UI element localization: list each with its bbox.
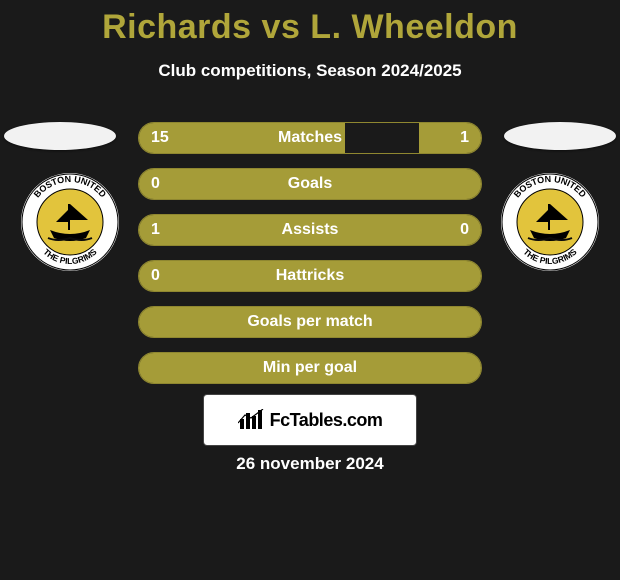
- fctables-icon: [238, 409, 264, 431]
- page-subtitle: Club competitions, Season 2024/2025: [0, 61, 620, 81]
- stat-value-left: 1: [151, 215, 160, 245]
- source-badge: FcTables.com: [203, 394, 417, 446]
- stat-row: Goals0: [138, 168, 482, 200]
- stat-label: Hattricks: [139, 261, 481, 291]
- stat-label: Matches: [139, 123, 481, 153]
- club-badge-right: BOSTON UNITED THE PILGRIMS: [500, 172, 600, 272]
- stats-container: Matches151Goals0Assists10Hattricks0Goals…: [138, 122, 482, 398]
- stat-row: Goals per match: [138, 306, 482, 338]
- country-flag-right: [504, 122, 616, 150]
- stat-value-right: 0: [460, 215, 469, 245]
- source-label: FcTables.com: [270, 410, 383, 431]
- stat-label: Min per goal: [139, 353, 481, 383]
- stat-value-left: 15: [151, 123, 169, 153]
- stat-value-left: 0: [151, 261, 160, 291]
- stat-label: Goals per match: [139, 307, 481, 337]
- stat-label: Goals: [139, 169, 481, 199]
- footer-date: 26 november 2024: [0, 454, 620, 474]
- stat-row: Matches15 1: [138, 122, 482, 154]
- page-title: Richards vs L. Wheeldon: [0, 8, 620, 47]
- stat-label: Assists: [139, 215, 481, 245]
- stat-row: Hattricks0: [138, 260, 482, 292]
- country-flag-left: [4, 122, 116, 150]
- stat-value-left: 0: [151, 169, 160, 199]
- stat-row: Min per goal: [138, 352, 482, 384]
- club-badge-left: BOSTON UNITED THE PILGRIMS: [20, 172, 120, 272]
- stat-row: Assists1 0: [138, 214, 482, 246]
- stat-value-right: 1: [460, 123, 469, 153]
